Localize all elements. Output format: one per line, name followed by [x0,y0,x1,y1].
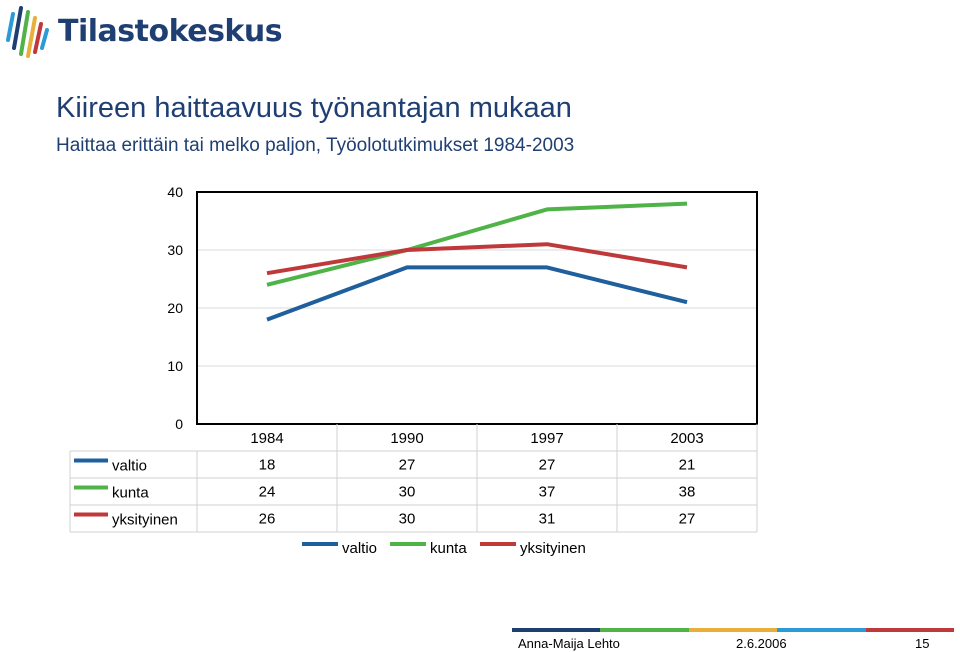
footer-page-number: 15 [915,636,930,651]
y-tick-label: 20 [167,300,183,316]
footer-bar-segment [512,628,601,632]
footer-bar-segment [600,628,689,632]
series-line-yksityinen [266,242,688,276]
y-tick-label: 40 [167,184,183,200]
logo-wordmark: Tilastokeskus [58,14,283,49]
y-tick-label: 10 [167,358,183,374]
x-tick-label: 2003 [670,430,703,447]
table-series-name: yksityinen [112,512,178,529]
footer-bar-segment [688,628,778,632]
data-value-label: 30 [399,484,416,501]
line-chart: 0 10 20 30 40 1984 1990 1997 2003 valtio 18 27 27 21 k… [69,184,758,557]
footer-bar-segment [777,628,866,632]
table-series-name: kunta [112,485,149,502]
data-value-label: 38 [679,484,696,501]
table-series-name: valtio [112,458,147,475]
data-value-label: 37 [539,484,556,501]
x-tick-label: 1990 [390,430,423,447]
data-value-label: 18 [259,457,276,474]
data-value-label: 27 [679,511,696,528]
footer-date: 2.6.2006 [736,636,787,651]
data-value-label: 30 [399,511,416,528]
footer-bar-segment [865,628,955,632]
slide-title: Kiireen haittaavuus työnantajan mukaan [56,92,572,124]
data-value-label: 21 [679,457,696,474]
data-value-label: 27 [399,457,416,474]
tilastokeskus-logo: Tilastokeskus [2,4,283,60]
legend-label: kunta [430,540,467,557]
data-value-label: 26 [259,511,276,528]
series-line-valtio [266,265,688,322]
footer-color-bar [512,628,955,632]
x-tick-label: 1997 [530,430,563,447]
x-tick-label: 1984 [250,430,283,447]
data-value-label: 24 [259,484,276,501]
y-tick-label: 30 [167,242,183,258]
legend-label: yksityinen [520,540,586,557]
logo-mark-icon [6,6,49,58]
slide-subtitle: Haittaa erittäin tai melko paljon, Työol… [56,135,575,156]
footer-author: Anna-Maija Lehto [518,636,620,651]
series-line-kunta [266,201,688,287]
data-value-label: 31 [539,511,556,528]
data-value-label: 27 [539,457,556,474]
legend-label: valtio [342,540,377,557]
y-tick-label: 0 [175,416,183,432]
